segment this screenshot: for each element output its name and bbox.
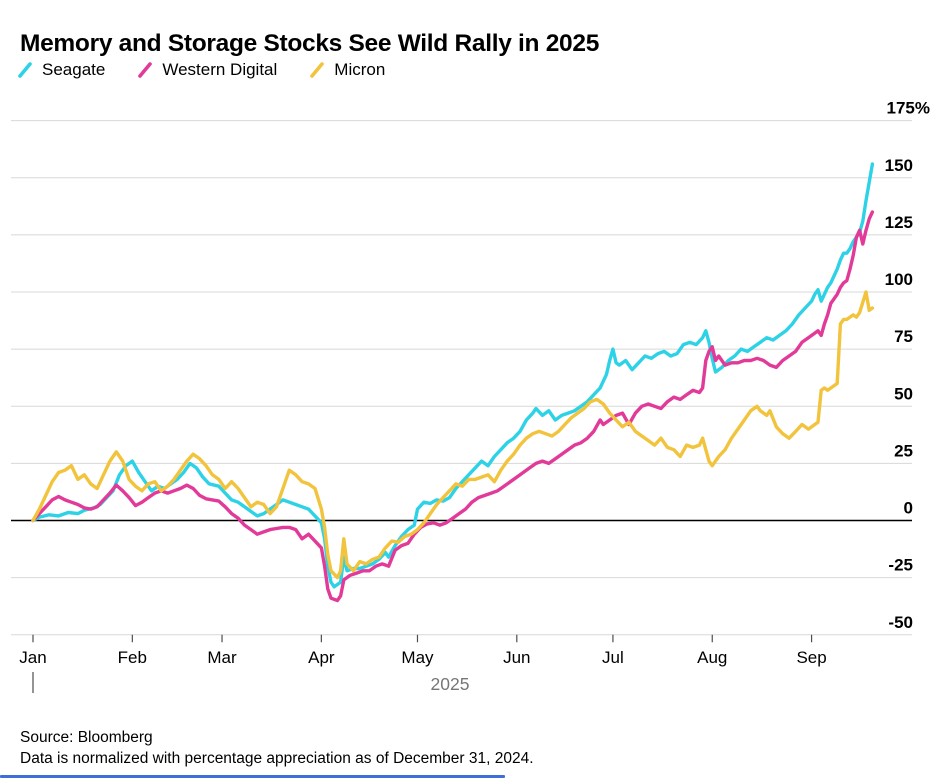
legend-label-micron: Micron (334, 60, 386, 79)
x-axis-month-label: Apr (308, 648, 335, 667)
x-axis-month-label: May (401, 648, 434, 667)
legend-item-micron: Micron (309, 60, 385, 80)
legend-label-western-digital: Western Digital (162, 60, 278, 79)
y-axis-label: 175% (887, 99, 930, 118)
x-axis-month-label: Feb (118, 648, 147, 667)
series-line-western-digital (31, 210, 875, 603)
y-axis-label: 150 (885, 156, 913, 175)
y-axis-label: -25 (888, 556, 913, 575)
x-axis-month-label: Jul (602, 648, 624, 667)
chart-legend: Seagate Western Digital Micron (17, 60, 385, 80)
x-axis-month-label: Jun (503, 648, 530, 667)
y-axis-label: 100 (885, 270, 913, 289)
series-line-micron (31, 290, 875, 580)
western-digital-line-swatch-icon (138, 62, 153, 78)
y-axis-label: 50 (894, 384, 913, 403)
x-axis-month-label: Sep (796, 648, 826, 667)
legend-item-western-digital: Western Digital (137, 60, 277, 80)
y-axis-label: 25 (894, 441, 913, 460)
x-axis-year-label: 2025 (431, 674, 470, 694)
x-axis-month-label: Jan (19, 648, 46, 667)
bottom-blue-rule (0, 775, 505, 778)
x-axis-month-label: Aug (697, 648, 727, 667)
note-line: Data is normalized with percentage appre… (20, 750, 534, 767)
page-title: Memory and Storage Stocks See Wild Rally… (20, 30, 600, 58)
micron-line-swatch-icon (310, 62, 325, 78)
x-axis-month-label: Mar (207, 648, 237, 667)
series-line-seagate (31, 162, 875, 589)
seagate-line-swatch-icon (18, 62, 32, 78)
y-axis-label: -50 (888, 613, 913, 632)
y-axis-label: 0 (904, 499, 913, 518)
legend-item-seagate: Seagate (17, 60, 105, 80)
y-axis-label: 75 (894, 327, 913, 346)
chart-footer: Source: Bloomberg Data is normalized wit… (20, 727, 534, 769)
source-line: Source: Bloomberg (20, 729, 153, 746)
y-axis-label: 125 (885, 213, 913, 232)
legend-label-seagate: Seagate (42, 60, 106, 79)
